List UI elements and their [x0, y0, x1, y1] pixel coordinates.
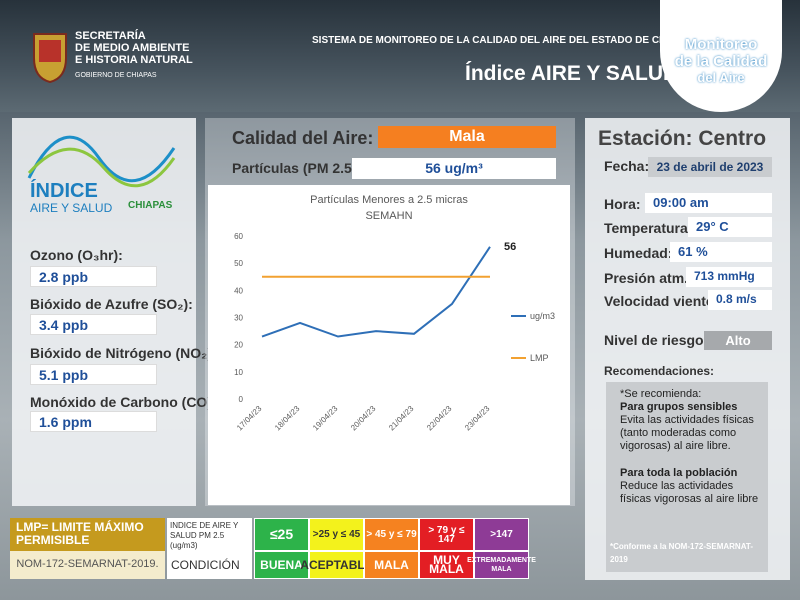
info-label: Humedad:	[604, 245, 673, 261]
left-panel	[12, 118, 196, 506]
chart-title: Partículas Menores a 2.5 micras	[310, 194, 468, 206]
quality-label: Calidad del Aire:	[232, 128, 374, 148]
agency-line: SECRETARÍA	[75, 30, 146, 42]
info-value: 0.8 m/s	[708, 290, 772, 310]
rec-group: Para grupos sensibles	[620, 401, 738, 413]
line-series	[261, 246, 491, 338]
rec-intro: *Se recomienda:	[620, 388, 702, 400]
condition-cell: EXTREMADAMENTE MALA	[467, 551, 536, 579]
chart-subtitle: SEMAHN	[365, 210, 412, 222]
index-logo: CHIAPAS	[128, 200, 173, 211]
agency-line: DE MEDIO AMBIENTE	[75, 42, 190, 54]
pollutant-value: 3.4 ppb	[30, 314, 157, 335]
y-tick-label: 30	[234, 314, 243, 323]
quality-value: Mala	[378, 126, 556, 148]
info-label: Hora:	[604, 196, 641, 212]
badge-line: de la Calidad	[674, 53, 768, 70]
date-label: Fecha:	[604, 158, 650, 174]
range-cell: > 45 y ≤ 79	[364, 518, 419, 551]
info-label: Velocidad viento:	[604, 293, 720, 309]
index-label: INDICE DE AIRE Y SALUD PM 2.5 (ug/m3)	[167, 518, 252, 551]
y-tick-label: 20	[234, 341, 243, 350]
badge-line: del Aire	[697, 70, 745, 85]
x-tick-label: 18/04/23	[273, 404, 302, 433]
coat-of-arms	[33, 33, 67, 84]
pm-label: Partículas (PM 2.5):	[232, 160, 362, 176]
range-cell: ≤25	[254, 518, 309, 551]
condition-cell: BUENA	[254, 551, 309, 579]
x-tick-label: 21/04/23	[387, 404, 416, 433]
range-cell: > 79 y ≤ 147	[419, 518, 474, 551]
condition-cell: ACEPTABLE	[300, 551, 373, 579]
y-tick-label: 10	[234, 368, 243, 377]
x-tick-label: 19/04/23	[311, 404, 340, 433]
y-tick-label: 60	[234, 232, 243, 241]
recommendations: *Se recomienda: Para grupos sensibles Ev…	[606, 382, 768, 572]
index-logo: AIRE Y SALUD	[30, 201, 113, 215]
y-tick-label: 0	[239, 395, 244, 404]
rec-label: Recomendaciones:	[604, 364, 715, 378]
pollutant-value: 1.6 ppm	[30, 411, 157, 432]
y-tick-label: 40	[234, 286, 243, 295]
rec-text: Reduce las actividades físicas vigorosas…	[620, 480, 759, 505]
legend-label: ug/m3	[530, 311, 555, 321]
info-value: 09:00 am	[645, 193, 772, 213]
badge-line: Monitoreo	[684, 36, 758, 53]
badge: Monitoreo de la Calidad del Aire	[660, 0, 782, 112]
info-value: 29° C	[688, 217, 772, 237]
condition-cell: MALA	[364, 551, 419, 579]
pollutant-value: 5.1 ppb	[30, 364, 157, 385]
risk-value: Alto	[704, 331, 772, 350]
info-label: Presión atm.:	[604, 270, 693, 286]
range-cell: >25 y ≤ 45	[309, 518, 364, 551]
station: Estación: Centro	[598, 127, 767, 150]
system-title: SISTEMA DE MONITOREO DE LA CALIDAD DEL A…	[312, 35, 697, 46]
x-tick-label: 17/04/23	[235, 404, 264, 433]
x-tick-label: 20/04/23	[349, 404, 378, 433]
pollutant-label: Ozono (O₃hr):	[30, 247, 123, 263]
condition-label: CONDICIÓN	[167, 551, 252, 579]
rec-text: Evita las actividades físicas (tanto mod…	[620, 414, 754, 452]
data-label: 56	[504, 241, 516, 253]
index-logo-waves	[27, 135, 176, 188]
info-value: 713 mmHg	[686, 267, 772, 287]
info-label: Temperatura:	[604, 220, 693, 236]
condition-cell: MUY MALA	[419, 551, 474, 579]
rec-footnote: *Conforme a la NOM-172-SEMARNAT-2019	[610, 542, 753, 564]
date-value: 23 de abril de 2023	[648, 157, 772, 177]
pollutant-label: Bióxido de Azufre (SO₂):	[30, 296, 193, 312]
x-tick-label: 23/04/23	[463, 404, 492, 433]
pm-value: 56 ug/m³	[352, 158, 556, 179]
x-tick-label: 22/04/23	[425, 404, 454, 433]
agency-government: GOBIERNO DE CHIAPAS	[75, 72, 157, 79]
info-value: 61 %	[670, 242, 772, 262]
rec-group: Para toda la población	[620, 467, 738, 479]
index-logo: ÍNDICE	[30, 180, 98, 202]
range-cell: >147	[474, 518, 529, 551]
legend-label: LMP	[530, 353, 549, 363]
y-tick-label: 50	[234, 259, 243, 268]
pollutant-label: Monóxido de Carbono (CO):	[30, 394, 217, 410]
lmp-note: LMP= LIMITE MÁXIMO PERMISIBLE	[10, 518, 165, 551]
page-title: Índice AIRE Y SALUD	[465, 62, 679, 85]
norm-note: NOM-172-SEMARNAT-2019.	[10, 551, 165, 579]
agency-line: E HISTORIA NATURAL	[75, 54, 193, 66]
risk-label: Nivel de riesgo:	[604, 332, 709, 348]
pollutant-value: 2.8 ppb	[30, 266, 157, 287]
pollutant-label: Bióxido de Nitrógeno (NO₂):	[30, 345, 217, 361]
line-chart: Partículas Menores a 2.5 micras SEMAHN 0…	[208, 185, 570, 505]
